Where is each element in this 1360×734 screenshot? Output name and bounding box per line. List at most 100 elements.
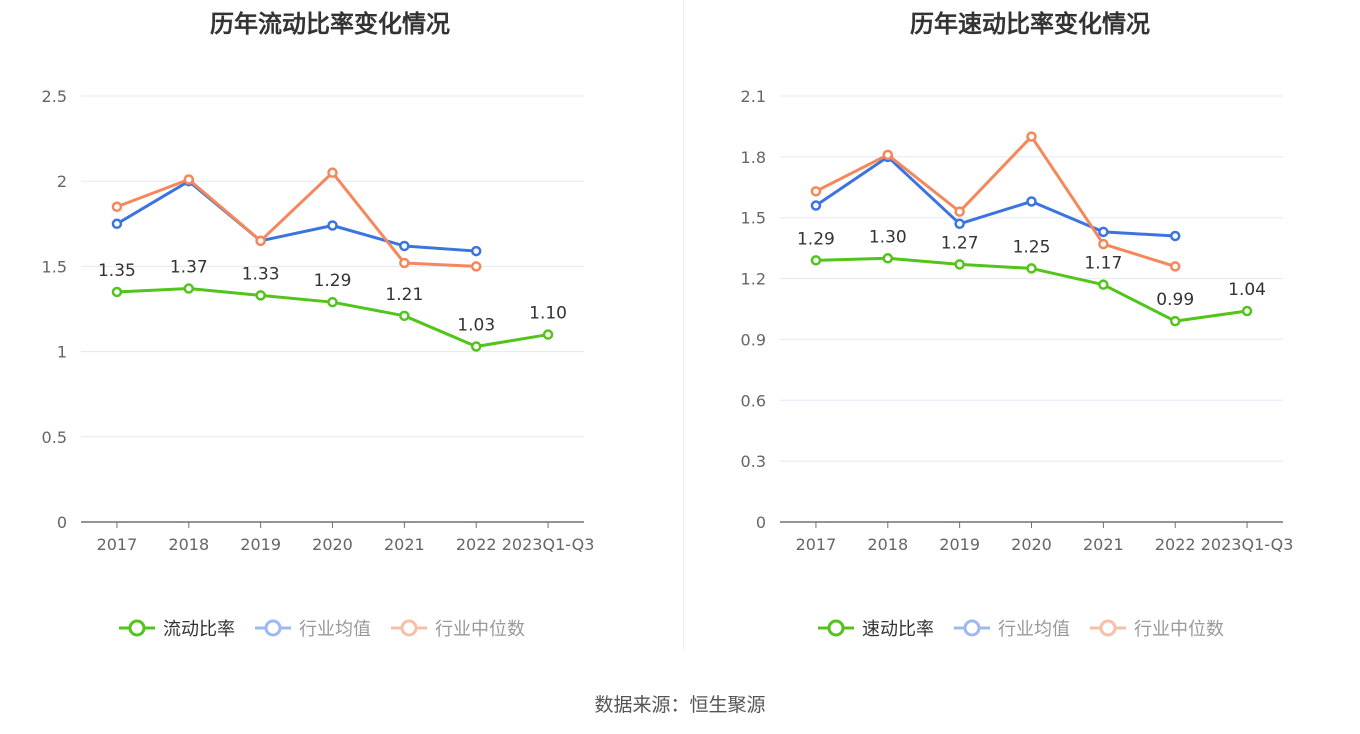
data-point-median	[111, 201, 123, 213]
legend-label: 行业均值	[998, 619, 1070, 640]
data-point-main	[399, 310, 410, 322]
data-point-main	[327, 296, 338, 308]
data-point-avg	[327, 220, 338, 231]
data-point-median	[882, 149, 894, 161]
x-tick-label: 2020	[312, 535, 353, 554]
series-line-median	[815, 135, 1176, 268]
data-point-median	[810, 186, 822, 197]
x-tick-label: 2023Q1-Q3	[502, 535, 595, 554]
y-tick-label: 0.6	[741, 391, 766, 410]
data-point-median	[327, 167, 338, 178]
left-legend: 流动比率 行业均值 行业中位数	[117, 614, 543, 642]
data-label: 1.35	[98, 261, 136, 281]
data-point-main	[882, 253, 894, 264]
data-label: 1.27	[941, 233, 979, 253]
data-point-main	[1169, 315, 1181, 327]
data-point-avg	[399, 240, 410, 252]
legend-quick-ratio[interactable]: 速动比率	[816, 615, 934, 641]
legend-line-icon	[391, 619, 427, 637]
y-tick-label: 0.9	[741, 330, 766, 349]
legend-industry-average[interactable]: 行业均值	[253, 615, 371, 641]
legend-label: 速动比率	[862, 619, 934, 640]
data-label: 1.17	[1084, 254, 1122, 274]
x-tick-label: 2021	[1083, 535, 1124, 554]
data-point-main	[542, 329, 554, 340]
data-label: 1.30	[869, 227, 907, 247]
x-tick-label: 2017	[97, 535, 138, 554]
data-point-main	[1026, 263, 1037, 274]
x-tick-label: 2017	[796, 535, 837, 554]
legend-industry-median[interactable]: 行业中位数	[1088, 615, 1224, 641]
data-point-median	[1098, 238, 1109, 250]
y-tick-label: 1.2	[741, 270, 766, 289]
y-tick-label: 2.1	[741, 87, 766, 106]
y-tick-label: 1	[57, 343, 67, 362]
data-point-main	[111, 286, 123, 298]
y-tick-label: 0.5	[42, 428, 67, 447]
x-tick-label: 2022	[1155, 535, 1196, 554]
data-label: 0.99	[1156, 290, 1194, 310]
data-point-main	[810, 255, 822, 266]
data-source: 数据来源：恒生聚源	[594, 694, 766, 716]
data-point-avg	[470, 245, 482, 257]
data-point-median	[1026, 131, 1037, 142]
data-point-median	[954, 206, 965, 217]
y-tick-label: 1.8	[741, 148, 766, 167]
x-tick-label: 2019	[939, 535, 980, 554]
x-tick-label: 2018	[168, 535, 209, 554]
data-label: 1.03	[457, 315, 495, 335]
data-point-main	[954, 259, 965, 270]
data-point-avg	[1026, 196, 1037, 207]
data-point-median	[1169, 261, 1181, 272]
data-point-avg	[810, 200, 822, 211]
legend-line-icon	[818, 619, 854, 637]
data-point-main	[1098, 279, 1109, 290]
y-tick-label: 1.5	[741, 209, 766, 228]
y-tick-label: 2	[57, 172, 67, 191]
data-label: 1.21	[385, 285, 423, 305]
current-ratio-chart: 0 0.5 1 1.5 2 2.5 2017 2018 2019 2020 2021 2022 2023…	[42, 87, 595, 554]
x-tick-label: 2023Q1-Q3	[1201, 535, 1294, 554]
y-tick-label: 0	[57, 513, 67, 532]
data-point-median	[399, 257, 410, 269]
y-tick-label: 0	[756, 513, 766, 532]
data-label: 1.10	[529, 304, 567, 324]
data-point-avg	[1098, 226, 1109, 238]
right-legend: 速动比率 行业均值 行业中位数	[816, 614, 1242, 642]
data-label: 1.29	[797, 229, 835, 249]
legend-line-icon	[119, 619, 155, 637]
data-point-main	[183, 283, 195, 294]
series-line-avg	[116, 179, 477, 253]
data-label: 1.33	[242, 264, 280, 284]
legend-current-ratio[interactable]: 流动比率	[117, 615, 235, 641]
data-point-median	[183, 174, 195, 185]
y-tick-label: 2.5	[42, 87, 67, 106]
data-point-main	[470, 341, 482, 352]
data-label: 1.25	[1013, 237, 1051, 257]
data-point-main	[255, 290, 266, 301]
legend-line-icon	[255, 619, 291, 637]
left-chart-title: 历年流动比率变化情况	[210, 10, 450, 38]
x-tick-label: 2020	[1011, 535, 1052, 554]
x-tick-label: 2018	[867, 535, 908, 554]
data-point-avg	[1169, 230, 1181, 242]
quick-ratio-chart: 0 0.3 0.6 0.9 1.2 1.5 1.8 2.1 2017 2018 2019 2020 20…	[741, 87, 1294, 554]
legend-label: 行业均值	[299, 619, 371, 640]
y-tick-label: 0.3	[741, 452, 766, 471]
data-point-median	[255, 235, 266, 247]
data-point-avg	[111, 218, 123, 230]
legend-industry-average[interactable]: 行业均值	[952, 615, 1070, 641]
legend-label: 行业中位数	[1134, 619, 1224, 640]
legend-label: 行业中位数	[435, 619, 525, 640]
legend-industry-median[interactable]: 行业中位数	[389, 615, 525, 641]
x-tick-label: 2019	[240, 535, 281, 554]
chart-divider	[683, 0, 684, 650]
legend-label: 流动比率	[163, 619, 235, 640]
data-label: 1.29	[314, 271, 352, 291]
data-label: 1.04	[1228, 280, 1266, 300]
data-point-median	[470, 261, 482, 272]
x-tick-label: 2022	[456, 535, 497, 554]
x-tick-label: 2021	[384, 535, 425, 554]
right-chart-title: 历年速动比率变化情况	[910, 10, 1150, 38]
legend-line-icon	[954, 619, 990, 637]
